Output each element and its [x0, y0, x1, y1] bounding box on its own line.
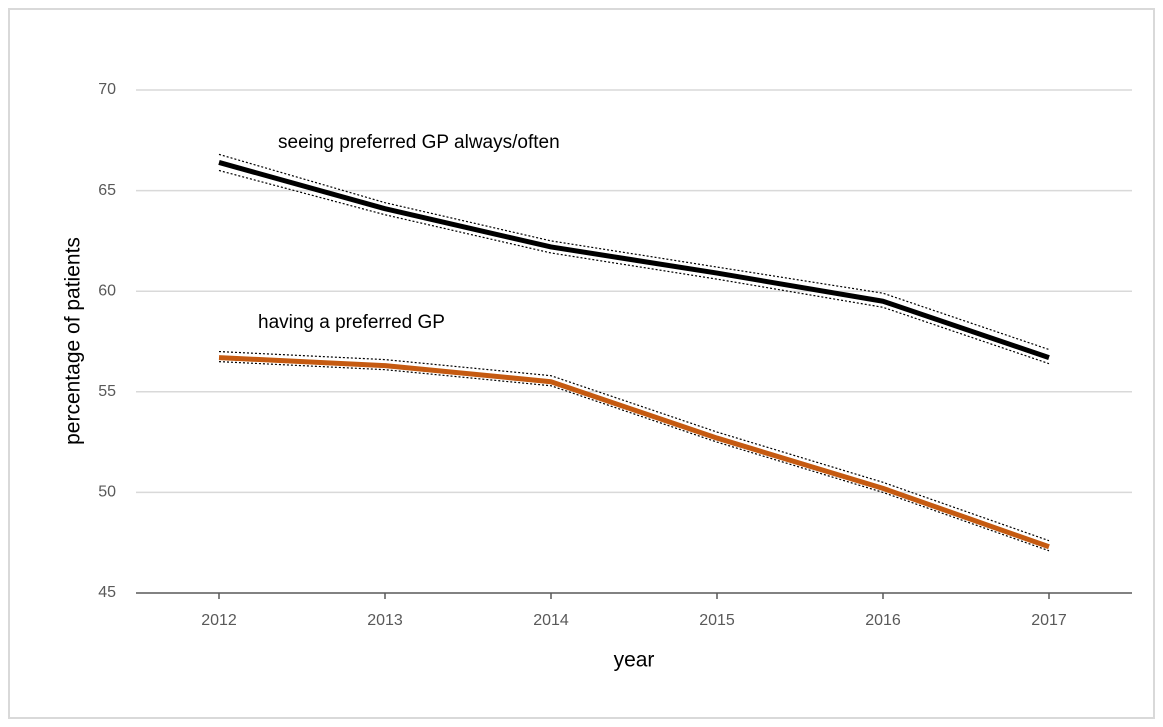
- series-label: seeing preferred GP always/often: [278, 132, 560, 153]
- x-tick-label: 2015: [699, 612, 735, 629]
- y-tick-label: 50: [98, 484, 116, 501]
- y-tick-label: 45: [98, 584, 116, 601]
- y-axis-label: percentage of patients: [62, 237, 85, 445]
- x-tick-label: 2016: [865, 612, 901, 629]
- ci-lower-line: [218, 361, 1050, 552]
- y-tick-label: 65: [98, 182, 116, 199]
- chart-frame: [8, 8, 1155, 719]
- x-tick-label: 2012: [201, 612, 237, 629]
- y-tick-label: 60: [98, 282, 116, 299]
- series-label: having a preferred GP: [258, 312, 445, 333]
- x-tick-label: 2017: [1031, 612, 1067, 629]
- series-line: [218, 160, 1050, 360]
- y-tick-label: 55: [98, 383, 116, 400]
- series-line: [218, 355, 1050, 550]
- x-tick-label: 2014: [533, 612, 569, 629]
- ci-upper-line: [218, 153, 1050, 351]
- x-tick-label: 2013: [367, 612, 403, 629]
- x-axis-label: year: [614, 649, 655, 672]
- ci-upper-line: [218, 350, 1050, 542]
- y-tick-label: 70: [98, 81, 116, 98]
